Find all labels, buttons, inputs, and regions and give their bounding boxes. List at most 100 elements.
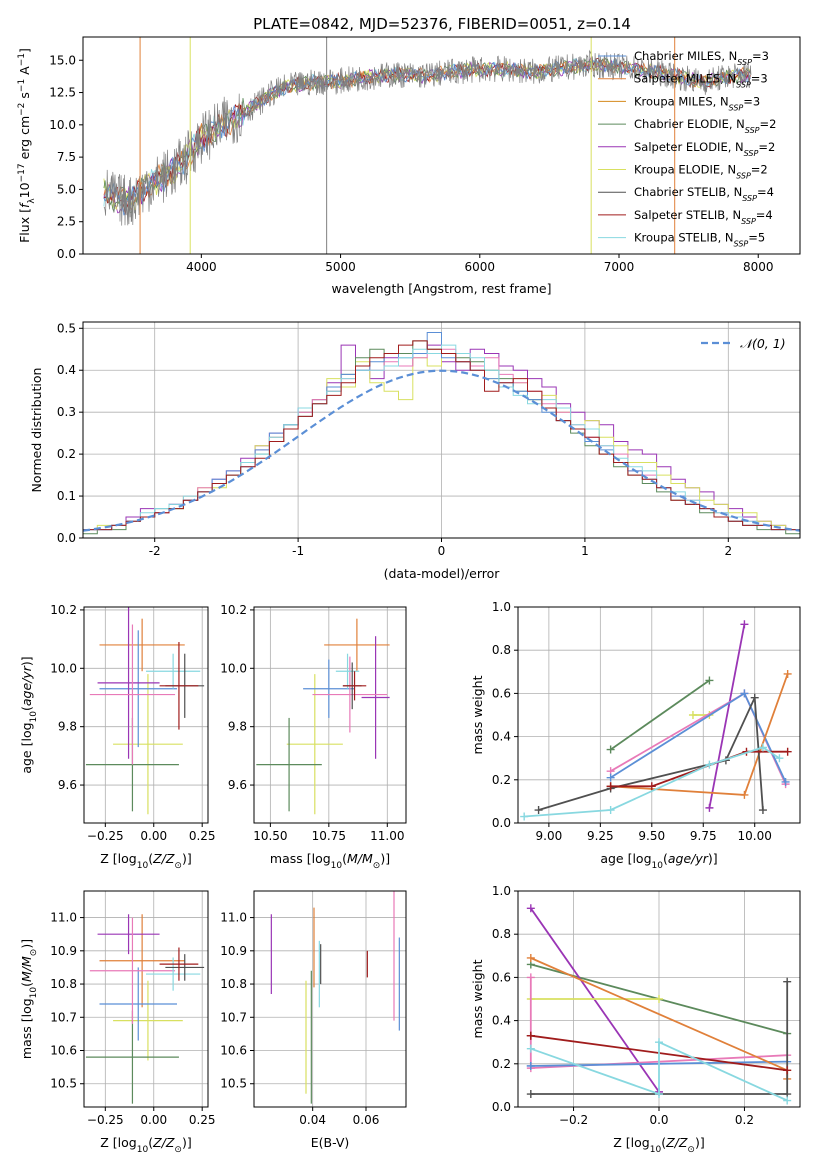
error-bars <box>256 618 390 815</box>
model-spectrum-line <box>103 57 751 216</box>
y-tick-label: 0.8 <box>492 643 511 657</box>
y-axis-label: mass weight <box>470 675 485 754</box>
y-tick-label: 0.0 <box>57 531 76 545</box>
weight-marker <box>688 711 697 719</box>
weight-vs-Z-panel: −0.2 0.0 0.2 0.0 0.2 0.4 0.6 0.8 1.0 Z [log10(Z/Z… <box>470 884 801 1155</box>
weight-series-line <box>530 907 660 1093</box>
y-tick-label: 10.5 <box>220 1077 247 1091</box>
weight-marker <box>750 693 759 702</box>
x-tick-label: 9.50 <box>638 829 665 843</box>
y-tick-label: 2.5 <box>57 215 76 229</box>
x-axis-label: Z [log10(Z/Z⊙)] <box>100 1135 191 1155</box>
normal-curve <box>83 369 800 532</box>
y-tick-label: 0.2 <box>492 773 511 787</box>
legend-label: Chabrier ELODIE, NSSP=2 <box>634 117 776 135</box>
legend-label: 𝒩(0, 1) <box>740 336 786 351</box>
weight-marker <box>526 1031 535 1040</box>
x-tick-label: 0.00 <box>140 829 167 843</box>
x-tick-label: 8000 <box>743 260 774 274</box>
weight-marker <box>705 676 714 685</box>
weight-marker <box>740 689 749 698</box>
y-tick-label: 10.8 <box>50 977 77 991</box>
weight-marker <box>606 782 615 791</box>
x-tick-label: 10.00 <box>738 829 772 843</box>
y-tick-label: 10.6 <box>220 1044 247 1058</box>
x-tick-label: 2 <box>724 544 732 558</box>
y-axis-label: mass [log10(M/M⊙)] <box>19 939 39 1059</box>
y-tick-label: 0.0 <box>57 247 76 261</box>
x-tick-label: 10.75 <box>312 829 346 843</box>
weight-marker <box>783 1096 792 1105</box>
spectrum-panel: 4000 5000 6000 7000 8000 0.0 2.5 5.0 7.5 10.0 12.5… <box>17 36 801 296</box>
weight-marker <box>758 806 767 815</box>
y-tick-label: 0.6 <box>492 686 511 700</box>
x-tick-label: -1 <box>292 544 304 558</box>
x-tick-label: 11.00 <box>370 829 404 843</box>
x-tick-label: 0.25 <box>189 1113 216 1127</box>
y-tick-label: 0.4 <box>492 730 511 744</box>
error-bars <box>85 607 205 815</box>
y-tick-label: 0.4 <box>492 1014 511 1028</box>
weight-marker <box>606 806 615 815</box>
mass-vs-Z-panel: −0.25 0.00 0.25 10.5 10.6 10.7 10.8 10.9 11.0 Z [… <box>19 890 216 1155</box>
y-tick-label: 7.5 <box>57 150 76 164</box>
y-axis-label: Flux [fλ10−17 erg cm−2 s−1 A−1] <box>17 48 37 243</box>
y-tick-label: 0.1 <box>57 489 76 503</box>
y-tick-label: 0.0 <box>492 1100 511 1114</box>
x-tick-label: 10.50 <box>253 829 287 843</box>
figure-title: PLATE=0842, MJD=52376, FIBERID=0051, z=0… <box>253 15 631 33</box>
error-bars <box>270 891 400 1104</box>
weight-marker <box>526 904 535 913</box>
weight-marker <box>606 773 615 782</box>
weight-marker <box>775 754 784 763</box>
x-tick-label: 9.00 <box>536 829 563 843</box>
weight-marker <box>647 782 656 791</box>
y-tick-label: 10.0 <box>220 661 247 675</box>
weight-marker <box>783 747 792 756</box>
weight-marker <box>534 806 543 815</box>
x-tick-label: 0.0 <box>649 1113 668 1127</box>
axes-frame <box>83 606 209 824</box>
x-axis-label: Z [log10(Z/Z⊙)] <box>613 1135 704 1155</box>
age-vs-mass-panel: 10.50 10.75 11.00 9.6 9.8 10.0 10.2 mass [log10… <box>220 603 407 871</box>
y-tick-label: 0.4 <box>57 363 76 377</box>
x-axis-label: (data-model)/error <box>384 566 501 581</box>
y-tick-label: 10.2 <box>50 603 77 617</box>
y-tick-label: 15.0 <box>49 53 76 67</box>
axes-frame <box>253 606 407 824</box>
legend-label: Salpeter STELIB, NSSP=4 <box>634 208 773 226</box>
weight-lines <box>520 620 792 821</box>
weight-marker <box>526 1061 535 1070</box>
histogram-series <box>83 340 800 538</box>
y-axis-label: age [log10(age/yr)] <box>19 656 39 773</box>
residuals-panel: -2 -1 0 1 2 0.0 0.1 0.2 0.3 0.4 0.5 (data-model)/er… <box>29 321 801 581</box>
y-tick-label: 0.3 <box>57 405 76 419</box>
y-tick-label: 10.9 <box>50 944 77 958</box>
y-tick-label: 0.8 <box>492 927 511 941</box>
weight-vs-age-panel: 9.00 9.25 9.50 9.75 10.00 0.0 0.2 0.4 0.6 0.8 1.0 a… <box>470 600 801 871</box>
legend-label: Chabrier MILES, NSSP=3 <box>634 49 769 67</box>
x-tick-label: 5000 <box>325 260 356 274</box>
weight-marker <box>606 745 615 754</box>
legend-label: Kroupa ELODIE, NSSP=2 <box>634 163 768 181</box>
y-tick-label: 9.8 <box>228 720 247 734</box>
weight-series-line <box>708 624 746 809</box>
axes-frame <box>253 890 407 1108</box>
legend-label: Chabrier STELIB, NSSP=4 <box>634 185 774 203</box>
weight-marker <box>740 790 749 799</box>
y-tick-label: 10.0 <box>49 118 76 132</box>
observed-spectrum-line <box>103 49 752 226</box>
weight-marker <box>781 777 790 786</box>
y-tick-label: 0.5 <box>57 321 76 335</box>
legend-label: Salpeter MILES, NSSP=3 <box>634 72 768 90</box>
axes-frame <box>517 606 801 824</box>
axes-frame <box>82 36 801 255</box>
mass-vs-EBV-panel: 0.04 0.06 10.5 10.6 10.7 10.8 10.9 11.0 E(B-V) <box>220 890 407 1150</box>
x-tick-label: 1 <box>581 544 589 558</box>
age-vs-Z-panel: −0.25 0.00 0.25 9.6 9.8 10.0 10.2 Z [log10(Z/Z⊙… <box>19 603 216 871</box>
x-axis-label: wavelength [Angstrom, rest frame] <box>331 281 551 296</box>
x-tick-label: 6000 <box>465 260 496 274</box>
legend-label: Kroupa MILES, NSSP=3 <box>634 94 760 112</box>
